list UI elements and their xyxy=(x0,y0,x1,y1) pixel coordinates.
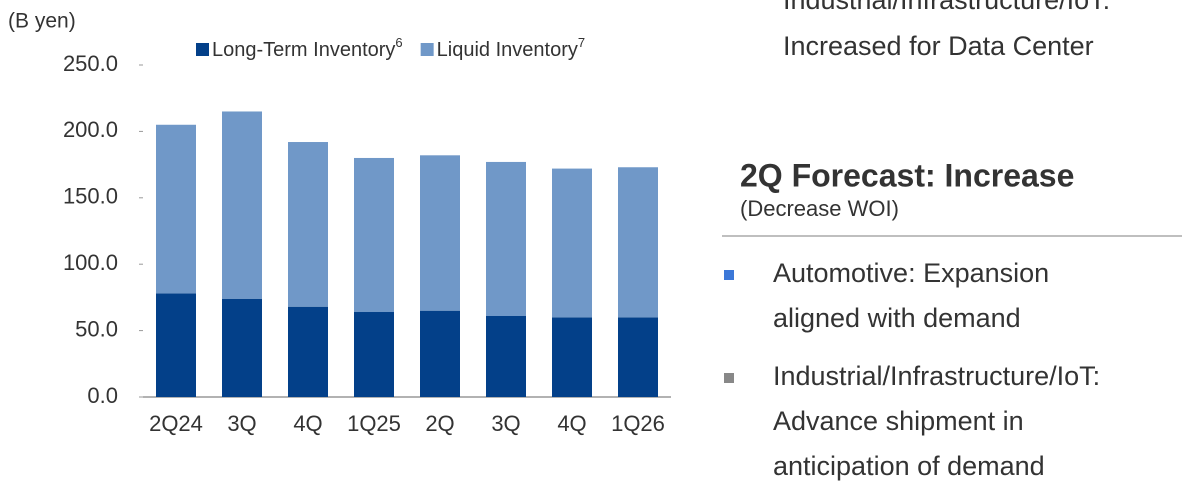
bullet-marker xyxy=(724,270,734,280)
legend-name: Long-Term Inventory xyxy=(212,39,395,61)
bar-segment xyxy=(486,315,526,397)
x-tick-label: 3Q xyxy=(491,411,520,436)
y-tick-label: 250.0 xyxy=(63,51,118,76)
side-text: Industrial/Infrastructure/IoT: xyxy=(783,0,1110,15)
side-text: Increased for Data Center xyxy=(783,31,1094,61)
bullet-text: Automotive: Expansion xyxy=(773,258,1049,288)
bar-segment xyxy=(552,317,592,397)
y-tick-label: 0.0 xyxy=(87,383,118,408)
y-tick-label: 100.0 xyxy=(63,250,118,275)
bar-segment xyxy=(288,306,328,397)
bar-segment xyxy=(354,157,394,313)
bullet-text: anticipation of demand xyxy=(773,451,1045,481)
legend-name: Liquid Inventory xyxy=(437,39,578,61)
legend-footnote: 7 xyxy=(578,35,585,50)
x-tick-label: 4Q xyxy=(557,411,586,436)
legend-footnote: 6 xyxy=(395,35,402,50)
y-tick-label: 200.0 xyxy=(63,117,118,142)
bar-segment xyxy=(552,168,592,318)
x-tick-label: 1Q26 xyxy=(611,411,665,436)
bar-segment xyxy=(156,293,196,397)
x-tick-label: 2Q24 xyxy=(149,411,203,436)
y-tick-label: 150.0 xyxy=(63,184,118,209)
x-tick-label: 4Q xyxy=(293,411,322,436)
axis-title: (B yen) xyxy=(8,10,76,33)
y-tick-label: 50.0 xyxy=(75,316,118,341)
bar-segment xyxy=(486,161,526,316)
bar-segment xyxy=(222,111,262,299)
bar-segment xyxy=(420,310,460,397)
bar-segment xyxy=(618,317,658,397)
bullet-text: Advance shipment in xyxy=(773,406,1024,436)
side-subheading: (Decrease WOI) xyxy=(740,196,899,221)
legend-label: Long-Term Inventory6 xyxy=(212,35,403,61)
legend-swatch xyxy=(196,43,209,56)
bullet-text: Industrial/Infrastructure/IoT: xyxy=(773,361,1100,391)
legend-swatch xyxy=(420,43,434,56)
bar-segment xyxy=(354,312,394,397)
bullet-marker xyxy=(724,373,734,383)
bar-segment xyxy=(156,124,196,294)
side-heading: 2Q Forecast: Increase xyxy=(740,157,1074,193)
bar-segment xyxy=(288,142,328,307)
x-tick-label: 1Q25 xyxy=(347,411,401,436)
bullet-text: aligned with demand xyxy=(773,303,1021,333)
legend-label: Liquid Inventory7 xyxy=(437,35,585,61)
bar-segment xyxy=(222,298,262,397)
bar-segment xyxy=(420,155,460,311)
bar-segment xyxy=(618,167,658,318)
x-tick-label: 2Q xyxy=(425,411,454,436)
x-tick-label: 3Q xyxy=(227,411,256,436)
